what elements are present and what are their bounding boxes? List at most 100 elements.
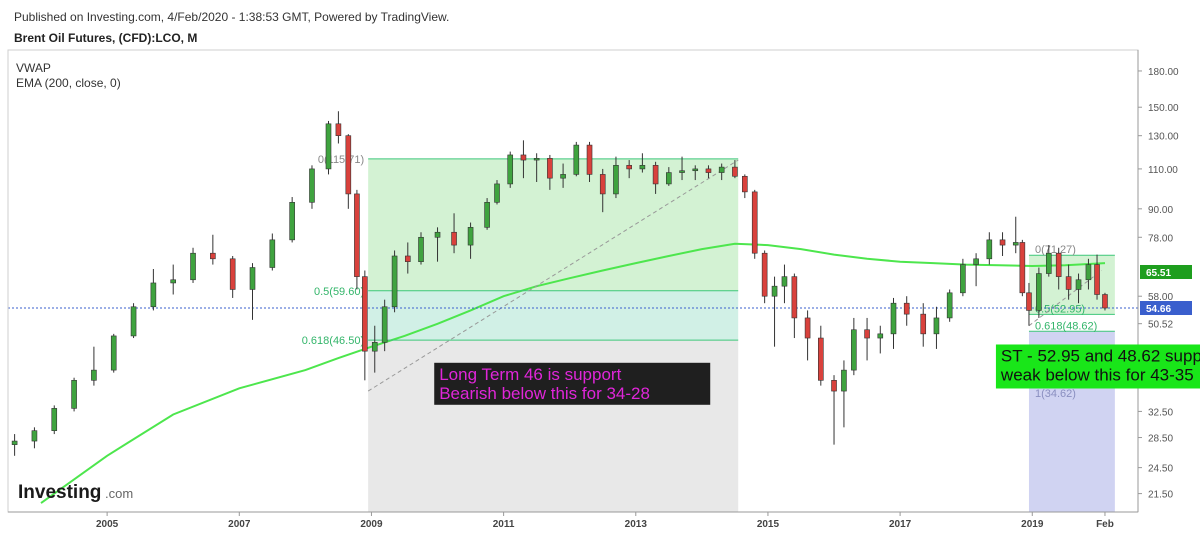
candle-body: [960, 264, 966, 294]
y-tick-label: 58.00: [1148, 292, 1173, 303]
x-tick-label: 2007: [228, 519, 251, 530]
candle-body: [1045, 252, 1052, 274]
x-tick-label: 2013: [625, 519, 648, 530]
price-marker-label: 65.51: [1146, 268, 1171, 279]
candle-body: [626, 165, 632, 170]
price-marker-label: 54.66: [1146, 304, 1171, 315]
fib-trend-line: [1028, 270, 1102, 327]
logo-brand: Investing: [18, 482, 101, 503]
candle-body: [599, 174, 606, 195]
candle-body: [249, 267, 256, 290]
annotation-box: [995, 344, 1200, 389]
price-marker-box: [1140, 264, 1192, 279]
fib-zones: [368, 158, 1115, 512]
candle-body: [467, 227, 474, 246]
candle-body: [742, 175, 748, 193]
candle-body: [11, 440, 18, 445]
fib-level-label: 0(71.27): [1035, 244, 1076, 256]
candle-body: [920, 313, 927, 335]
candle-body: [613, 165, 619, 195]
x-axis: 2005 2007 2009 2011 2013 2015 2017 2019 Feb: [96, 512, 1114, 530]
candle-body: [986, 239, 993, 260]
candle-body: [150, 282, 157, 308]
y-tick-label: 90.00: [1148, 205, 1173, 216]
x-tick-label: Feb: [1096, 519, 1114, 530]
candle-body: [933, 317, 940, 335]
fib-level-label: 1(34.62): [1035, 388, 1076, 400]
annotation-text: Bearish below this for 34-28: [439, 384, 650, 403]
logo-suffix: .com: [105, 486, 133, 501]
candle-body: [705, 168, 712, 173]
chart-header: Published on Investing.com, 4/Feb/2020 -…: [14, 0, 814, 50]
candle-body: [1055, 252, 1062, 277]
annotation-text: Long Term 46 is support: [439, 365, 621, 384]
candle-body: [791, 276, 798, 319]
candle-body: [335, 123, 342, 136]
candle-body: [1075, 279, 1082, 290]
y-axis: 180.00150.00130.00110.0090.0078.0058.005…: [1138, 67, 1179, 501]
fib-level-label: 0.5(59.60): [314, 286, 364, 298]
y-tick-label: 50.52: [1148, 320, 1173, 331]
candle-body: [354, 193, 360, 277]
candle-body: [781, 276, 788, 287]
candle-body: [890, 302, 897, 335]
candle-body: [71, 380, 77, 409]
candle-body: [451, 231, 457, 246]
y-tick-label: 180.00: [1148, 67, 1179, 78]
x-tick-label: 2019: [1021, 519, 1044, 530]
candle-body: [751, 191, 758, 254]
x-tick-label: 2005: [96, 519, 119, 530]
candle-body: [1102, 294, 1108, 309]
candle-body: [851, 329, 857, 371]
plot-frame: [7, 49, 1139, 513]
candle-body: [1085, 264, 1092, 281]
candle-body: [547, 158, 553, 179]
x-tick-label: 2009: [360, 519, 383, 530]
candle-body: [573, 144, 580, 175]
candle-body: [371, 342, 378, 352]
candle-body: [877, 333, 884, 339]
candle-body: [679, 170, 685, 173]
candle-body: [130, 306, 137, 337]
y-tick-label: 110.00: [1148, 165, 1178, 176]
candle-body: [1026, 292, 1032, 311]
candle-body: [946, 292, 953, 319]
candle-body: [831, 380, 837, 392]
candle-body: [507, 154, 514, 185]
indicator-label: VWAP: [16, 61, 51, 75]
candle-body: [1036, 273, 1042, 311]
candle-body: [771, 285, 778, 297]
candle-body: [533, 158, 540, 161]
candle-body: [1019, 242, 1026, 294]
y-tick-label: 32.50: [1148, 407, 1173, 418]
candlesticks: [11, 111, 1108, 456]
price-marker-box: [1140, 301, 1192, 316]
y-tick-label: 150.00: [1148, 103, 1179, 114]
candle-body: [761, 252, 768, 297]
candle-body: [418, 236, 424, 262]
annotation-text: weak below this for 43-35: [1000, 365, 1194, 384]
candle-body: [269, 239, 276, 268]
published-line: Published on Investing.com, 4/Feb/2020 -…: [14, 10, 450, 24]
candle-body: [841, 369, 847, 392]
fib-level-label: 0(115.71): [318, 154, 364, 166]
candle-body: [732, 166, 738, 177]
candle-body: [381, 306, 388, 343]
candle-body: [692, 168, 699, 172]
candle-body: [718, 166, 725, 173]
fib-level-label: 0.5(52.95): [1035, 303, 1085, 315]
candle-body: [520, 154, 527, 161]
annotation-text: ST - 52.95 and 48.62 support: [1001, 346, 1200, 365]
candle-body: [999, 239, 1006, 246]
candle-body: [484, 202, 490, 228]
candle-body: [404, 255, 411, 262]
candle-body: [309, 168, 315, 203]
candle-body: [110, 335, 117, 371]
candle-body: [586, 144, 593, 175]
candle-body: [362, 276, 368, 352]
x-tick-label: 2017: [889, 519, 912, 530]
y-tick-label: 78.00: [1148, 233, 1173, 244]
